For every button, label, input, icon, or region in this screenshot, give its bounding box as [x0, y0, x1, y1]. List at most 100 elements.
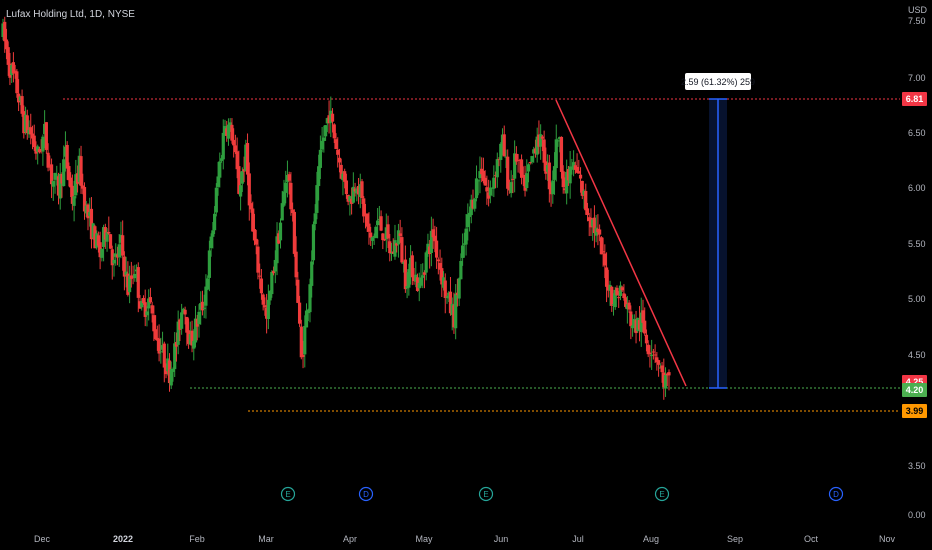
candle-body — [388, 241, 392, 254]
price-tags: 6.81 4.254.20 3.99 — [902, 92, 927, 418]
candle-body — [663, 374, 668, 389]
candle-body — [237, 166, 241, 194]
candle-body — [570, 167, 574, 169]
candle-body — [506, 156, 510, 189]
candle-body — [634, 320, 638, 334]
candle-body — [32, 135, 36, 147]
candle-body — [518, 159, 522, 161]
candle-body — [336, 149, 340, 155]
candle-body — [322, 137, 326, 142]
candle-body — [487, 192, 491, 199]
candle-body — [620, 287, 624, 291]
candle-body — [44, 122, 48, 150]
earnings-marker-icon[interactable] — [478, 486, 494, 502]
candle-body — [103, 227, 107, 240]
event-marker-label: E — [659, 490, 664, 499]
candle-body — [580, 180, 584, 196]
candle-body — [395, 243, 399, 246]
time-tick-label: Oct — [804, 534, 819, 544]
candle-body — [91, 223, 95, 238]
candle-body — [10, 64, 14, 75]
candle-body — [8, 63, 12, 78]
candle-body — [355, 189, 359, 194]
time-tick-label: Dec — [34, 534, 51, 544]
candle-body — [160, 345, 165, 350]
candle-body — [124, 271, 128, 276]
candle-body — [646, 344, 650, 355]
candle-body — [199, 303, 203, 310]
candle-body — [485, 187, 489, 192]
candle-body — [492, 177, 496, 189]
candle-body — [107, 231, 111, 234]
price-range-measure[interactable]: 2.59 (61.32%) 259 — [681, 73, 755, 389]
candle-body — [410, 255, 414, 278]
candle-body — [563, 188, 567, 191]
candle-body — [438, 263, 442, 270]
candle-body — [268, 290, 272, 301]
candle-body — [598, 229, 602, 235]
candle-body — [528, 162, 532, 164]
candle-body — [530, 156, 534, 163]
candle-body — [278, 222, 283, 241]
candle-body — [174, 342, 179, 347]
price-tick-label: 6.50 — [908, 128, 926, 138]
candle-body — [242, 169, 246, 172]
candle-body — [552, 166, 557, 180]
descending-trendline[interactable] — [555, 99, 687, 387]
candle-body — [252, 229, 257, 241]
dividend-marker-icon[interactable] — [358, 486, 374, 502]
candle-body — [100, 249, 104, 258]
candle-body — [155, 337, 159, 341]
horizontal-levels — [63, 98, 900, 412]
candle-body — [408, 257, 413, 270]
candles — [1, 16, 671, 400]
candle-body — [488, 187, 492, 196]
candle-body — [499, 143, 503, 160]
candle-body — [519, 159, 524, 178]
candle-body — [422, 272, 427, 275]
candle-body — [353, 188, 357, 192]
candle-body — [280, 203, 284, 221]
candle-body — [101, 227, 106, 247]
candle-body — [65, 144, 69, 169]
trendline-drawing[interactable] — [555, 99, 687, 387]
candle-body — [641, 310, 645, 323]
dividend-marker-icon[interactable] — [828, 486, 844, 502]
candle-body — [216, 176, 220, 187]
candle-body — [459, 260, 463, 280]
candle-body — [140, 300, 144, 308]
time-tick-label: Nov — [879, 534, 896, 544]
candle-body — [150, 305, 154, 314]
candle-body — [539, 134, 543, 147]
candle-body — [604, 267, 609, 287]
candle-body — [303, 325, 307, 355]
earnings-marker-icon[interactable] — [654, 486, 670, 502]
measure-label-box — [685, 73, 751, 90]
candle-body — [365, 213, 369, 227]
candle-body — [594, 227, 598, 236]
candle-body — [431, 229, 435, 238]
candle-body — [247, 173, 251, 206]
candle-body — [592, 217, 597, 234]
candle-body — [176, 321, 180, 345]
candle-body — [549, 187, 553, 195]
candle-body — [337, 157, 342, 163]
time-axis[interactable]: Dec 2022 Feb Mar Apr May Jun Jul Aug Sep Oct Nov — [34, 534, 896, 544]
price-tick-label: 6.00 — [908, 183, 926, 193]
candle-body — [606, 284, 610, 291]
candle-body — [53, 172, 57, 180]
candle-body — [98, 242, 102, 258]
candle-body — [23, 114, 28, 133]
candle-body — [542, 139, 546, 163]
candle-body — [287, 174, 291, 181]
earnings-marker-icon[interactable] — [280, 486, 296, 502]
candle-body — [526, 164, 531, 172]
candle-body — [516, 159, 520, 161]
candle-body — [374, 226, 378, 238]
candle-body — [329, 110, 333, 123]
candle-body — [112, 259, 116, 264]
